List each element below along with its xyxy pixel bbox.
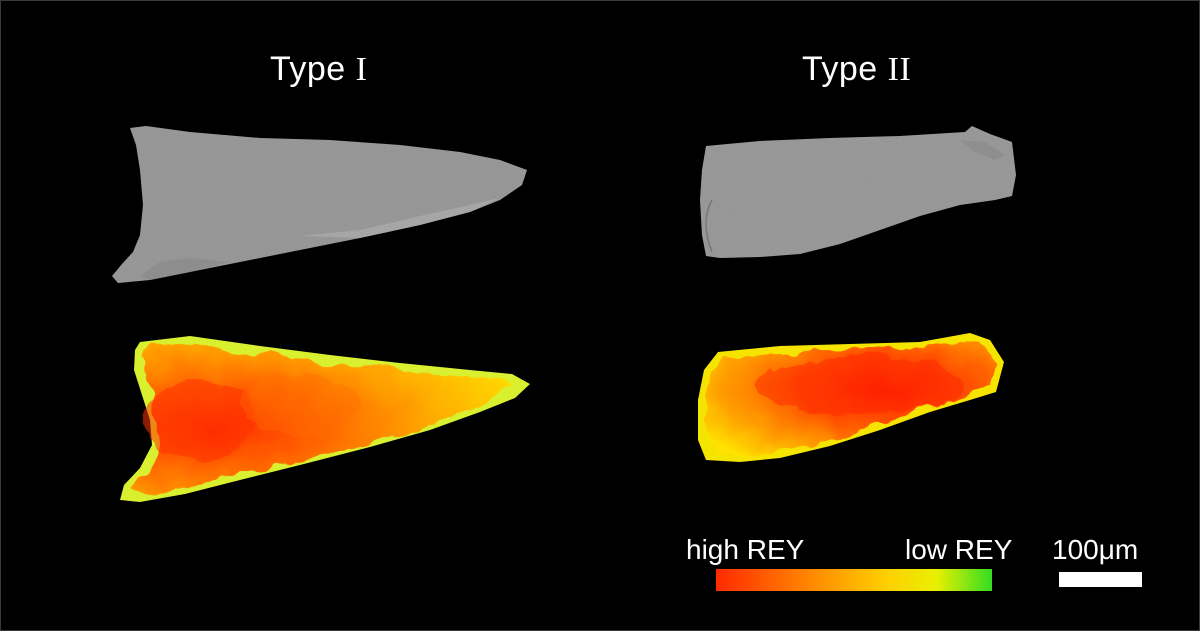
title-type-1: Type I — [270, 50, 368, 88]
rey-map-type-2 — [698, 333, 1004, 462]
rey-map-type-1 — [120, 336, 530, 502]
rey-colorbar — [716, 569, 992, 591]
scale-bar — [1059, 572, 1142, 587]
scale-bar-label: 100μm — [1052, 534, 1139, 565]
legend-high-label: high REY — [686, 534, 805, 565]
title-type-2: Type II — [802, 50, 912, 88]
sem-image-type-2 — [700, 126, 1016, 258]
sem-image-type-1 — [112, 126, 527, 283]
legend-low-label: low REY — [905, 534, 1013, 565]
